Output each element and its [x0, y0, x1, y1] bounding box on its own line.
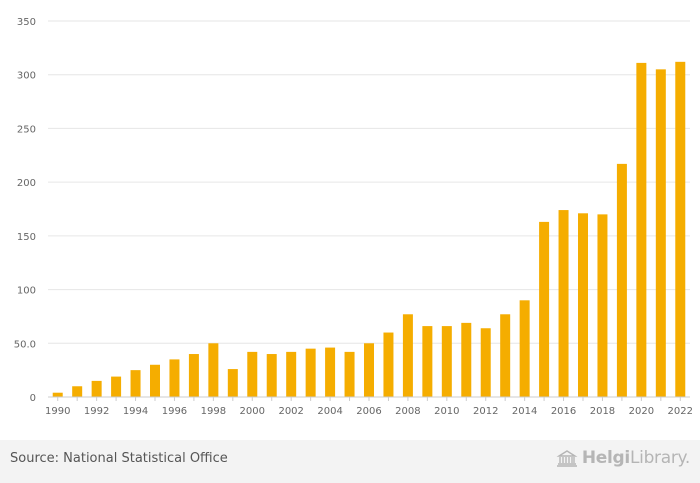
bar-2016 [558, 210, 569, 397]
x-tick-label: 2010 [434, 406, 459, 417]
x-tick-label: 1992 [84, 406, 109, 417]
chart-footer: Source: National Statistical Office Helg… [0, 440, 700, 483]
y-tick-label: 150 [17, 232, 36, 243]
bar-1990 [52, 392, 63, 397]
x-tick-label: 2018 [590, 406, 615, 417]
x-tick-label: 2002 [278, 406, 303, 417]
y-tick-label: 200 [17, 178, 36, 189]
logo-text-light: Library. [629, 448, 690, 468]
x-tick-label: 2008 [395, 406, 420, 417]
x-tick-label: 2014 [512, 406, 537, 417]
bar-2010 [441, 326, 452, 397]
bar-2012 [480, 328, 491, 397]
x-tick-label: 1994 [123, 406, 148, 417]
y-tick-label: 250 [17, 124, 36, 135]
helgi-library-logo: HelgiLibrary. [556, 448, 690, 468]
bar-2021 [655, 69, 666, 397]
x-tick-label: 2004 [317, 406, 342, 417]
y-tick-label: 50.0 [14, 339, 36, 350]
bar-2004 [325, 347, 336, 397]
logo-text-bold: Helgi [581, 448, 630, 468]
bar-2001 [266, 354, 277, 397]
bar-1996 [169, 359, 180, 397]
gridlines [48, 20, 690, 344]
logo-text: HelgiLibrary. [582, 448, 690, 468]
bar-2018 [597, 214, 608, 397]
bar-1994 [130, 370, 141, 397]
x-tick-label: 2022 [668, 406, 693, 417]
bar-chart: 0 50.0 100 150 200 250 300 350 1990 1992 1994 1996… [14, 17, 693, 417]
bar-2002 [286, 351, 297, 397]
bar-2019 [616, 163, 627, 397]
bar-2006 [364, 343, 374, 397]
x-tick-label: 2020 [629, 406, 654, 417]
bar-1995 [150, 364, 160, 397]
bar-1998 [208, 343, 219, 397]
bar-2009 [422, 326, 433, 397]
x-tick-label: 2016 [551, 406, 576, 417]
y-tick-label: 0 [30, 393, 36, 404]
x-tick-label: 1998 [201, 406, 226, 417]
bar-2011 [461, 322, 472, 397]
y-tick-label: 350 [17, 17, 36, 28]
bar-2003 [305, 348, 316, 397]
bar-2000 [247, 351, 258, 397]
bar-1999 [227, 369, 238, 397]
bar-2022 [675, 61, 686, 398]
bar-1993 [111, 376, 122, 397]
y-axis-tick-labels: 0 50.0 100 150 200 250 300 350 [14, 17, 36, 404]
bar-1992 [91, 380, 102, 397]
bar-2007 [383, 332, 394, 397]
bar-2017 [578, 213, 588, 397]
x-axis-ticks: 1990 1992 1994 1996 1998 2000 2002 2004 2006 2008… [45, 397, 693, 417]
bar-1991 [72, 386, 83, 397]
y-tick-label: 300 [17, 71, 36, 82]
bars [52, 61, 686, 398]
x-tick-label: 1990 [45, 406, 70, 417]
bar-2015 [539, 221, 550, 397]
x-tick-label: 1996 [162, 406, 187, 417]
x-tick-label: 2012 [473, 406, 498, 417]
x-tick-label: 2000 [240, 406, 265, 417]
bar-2013 [500, 314, 511, 397]
bar-2020 [636, 62, 647, 397]
bar-2014 [519, 300, 530, 397]
bar-2005 [344, 351, 355, 397]
y-tick-label: 100 [17, 286, 36, 297]
bar-1997 [188, 354, 199, 397]
bar-2008 [402, 314, 413, 397]
source-note: Source: National Statistical Office [10, 451, 228, 466]
x-tick-label: 2006 [356, 406, 381, 417]
building-icon [556, 450, 578, 467]
